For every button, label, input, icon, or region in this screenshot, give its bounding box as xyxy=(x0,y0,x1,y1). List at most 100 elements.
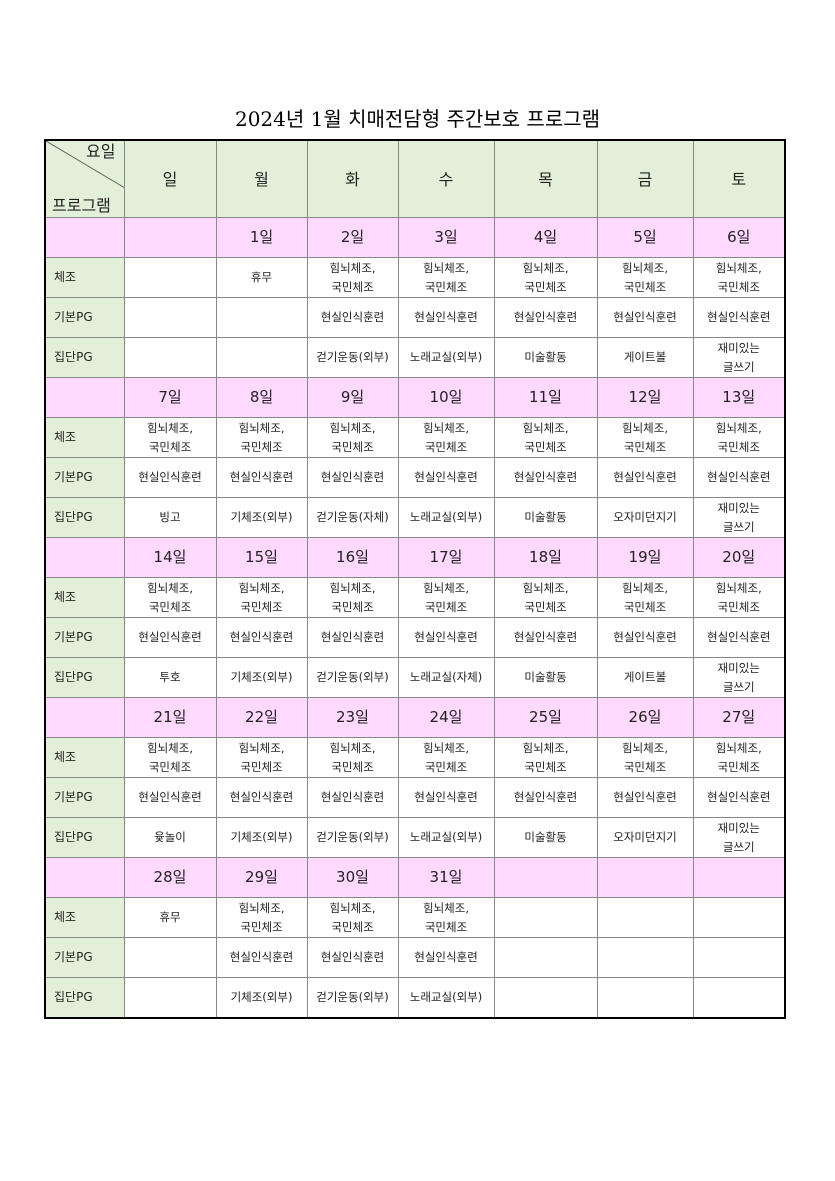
program-cell: 힘뇌체조, 국민체조 xyxy=(397,897,495,938)
program-cell: 현실인식훈련 xyxy=(596,617,694,658)
program-row: 기본PG 현실인식훈련 현실인식훈련 현실인식훈련 현실인식훈련 현실인식훈련 xyxy=(44,297,786,338)
date-cell xyxy=(123,217,217,258)
page-title: 2024년 1월 치매전담형 주간보호 프로그램 xyxy=(234,107,601,131)
program-cell: 현실인식훈련 xyxy=(493,777,598,818)
program-cell xyxy=(123,937,217,978)
program-cell: 현실인식훈련 xyxy=(493,457,598,498)
program-label: 기본PG xyxy=(44,297,125,338)
program-cell: 기체조(외부) xyxy=(215,977,308,1019)
corner-cell: 요일 프로그램 xyxy=(44,139,125,218)
date-cell xyxy=(692,857,786,898)
program-cell: 힘뇌체조, 국민체조 xyxy=(596,577,694,618)
program-cell: 노래교실(외부) xyxy=(397,817,495,858)
program-row: 집단PG 빙고 기체조(외부) 걷기운동(자체) 노래교실(외부) 미술활동 오자미던지기 재… xyxy=(44,497,786,538)
date-cell xyxy=(596,857,694,898)
program-cell: 힘뇌체조, 국민체조 xyxy=(123,737,217,778)
program-row: 기본PG 현실인식훈련 현실인식훈련 현실인식훈련 xyxy=(44,937,786,978)
date-cell: 19일 xyxy=(596,537,694,578)
date-cell: 11일 xyxy=(493,377,598,418)
date-cell xyxy=(493,857,598,898)
program-cell: 현실인식훈련 xyxy=(397,617,495,658)
program-cell: 미술활동 xyxy=(493,657,598,698)
program-cell: 힘뇌체조, 국민체조 xyxy=(306,577,399,618)
program-cell: 걷기운동(자체) xyxy=(306,497,399,538)
program-cell xyxy=(596,937,694,978)
program-cell: 현실인식훈련 xyxy=(123,617,217,658)
date-cell: 9일 xyxy=(306,377,399,418)
corner-day-label: 요일 xyxy=(86,142,116,161)
corner-program-label: 프로그램 xyxy=(52,196,111,215)
program-cell: 힘뇌체조, 국민체조 xyxy=(306,897,399,938)
date-cell: 27일 xyxy=(692,697,786,738)
date-row-label xyxy=(44,537,125,578)
program-label: 집단PG xyxy=(44,817,125,858)
date-cell: 26일 xyxy=(596,697,694,738)
program-cell: 노래교실(자체) xyxy=(397,657,495,698)
program-label: 기본PG xyxy=(44,457,125,498)
program-label: 체조 xyxy=(44,257,125,298)
program-cell: 현실인식훈련 xyxy=(215,617,308,658)
date-cell: 3일 xyxy=(397,217,495,258)
program-cell: 게이트볼 xyxy=(596,337,694,378)
date-cell: 18일 xyxy=(493,537,598,578)
program-cell: 현실인식훈련 xyxy=(306,777,399,818)
date-cell: 24일 xyxy=(397,697,495,738)
program-cell: 기체조(외부) xyxy=(215,657,308,698)
date-cell: 8일 xyxy=(215,377,308,418)
date-cell: 21일 xyxy=(123,697,217,738)
program-cell xyxy=(692,977,786,1019)
program-cell: 힘뇌체조, 국민체조 xyxy=(306,737,399,778)
date-row-label xyxy=(44,697,125,738)
program-cell: 힘뇌체조, 국민체조 xyxy=(215,737,308,778)
date-cell: 17일 xyxy=(397,537,495,578)
program-cell: 기체조(외부) xyxy=(215,817,308,858)
date-cell: 28일 xyxy=(123,857,217,898)
program-label: 체조 xyxy=(44,577,125,618)
program-cell: 윷놀이 xyxy=(123,817,217,858)
program-cell: 현실인식훈련 xyxy=(397,297,495,338)
date-cell: 23일 xyxy=(306,697,399,738)
program-cell: 빙고 xyxy=(123,497,217,538)
program-row: 체조 힘뇌체조, 국민체조 힘뇌체조, 국민체조 힘뇌체조, 국민체조 힘뇌체조, 국민… xyxy=(44,737,786,778)
program-cell: 현실인식훈련 xyxy=(397,457,495,498)
program-cell: 투호 xyxy=(123,657,217,698)
program-cell: 노래교실(외부) xyxy=(397,497,495,538)
program-row: 집단PG 기체조(외부) 걷기운동(외부) 노래교실(외부) xyxy=(44,977,786,1019)
date-row: 28일 29일 30일 31일 xyxy=(44,857,786,898)
program-row: 기본PG 현실인식훈련 현실인식훈련 현실인식훈련 현실인식훈련 현실인식훈련 현실인식훈련… xyxy=(44,777,786,818)
date-row: 21일 22일 23일 24일 25일 26일 27일 xyxy=(44,697,786,738)
date-cell: 22일 xyxy=(215,697,308,738)
day-header: 일 xyxy=(123,139,217,218)
date-cell: 30일 xyxy=(306,857,399,898)
program-cell: 힘뇌체조, 국민체조 xyxy=(596,737,694,778)
program-cell: 노래교실(외부) xyxy=(397,977,495,1019)
program-cell: 현실인식훈련 xyxy=(215,937,308,978)
program-cell xyxy=(123,977,217,1019)
program-label: 기본PG xyxy=(44,777,125,818)
program-cell: 미술활동 xyxy=(493,817,598,858)
program-cell: 힘뇌체조, 국민체조 xyxy=(692,577,786,618)
program-cell: 현실인식훈련 xyxy=(692,617,786,658)
diagonal-divider xyxy=(46,141,123,188)
date-cell: 7일 xyxy=(123,377,217,418)
program-cell: 현실인식훈련 xyxy=(215,777,308,818)
program-cell: 힘뇌체조, 국민체조 xyxy=(215,577,308,618)
date-cell: 29일 xyxy=(215,857,308,898)
program-cell: 힘뇌체조, 국민체조 xyxy=(397,737,495,778)
program-row: 체조 힘뇌체조, 국민체조 힘뇌체조, 국민체조 힘뇌체조, 국민체조 힘뇌체조, 국민… xyxy=(44,577,786,618)
program-cell: 게이트볼 xyxy=(596,657,694,698)
program-cell: 힘뇌체조, 국민체조 xyxy=(215,417,308,458)
program-cell: 미술활동 xyxy=(493,497,598,538)
program-cell: 미술활동 xyxy=(493,337,598,378)
program-cell xyxy=(493,977,598,1019)
day-header: 화 xyxy=(306,139,399,218)
program-cell: 현실인식훈련 xyxy=(397,777,495,818)
program-cell: 현실인식훈련 xyxy=(215,457,308,498)
day-header: 수 xyxy=(397,139,495,218)
program-cell: 재미있는 글쓰기 xyxy=(692,337,786,378)
program-cell xyxy=(123,337,217,378)
program-cell: 힘뇌체조, 국민체조 xyxy=(397,417,495,458)
program-cell xyxy=(493,897,598,938)
date-cell: 25일 xyxy=(493,697,598,738)
program-cell xyxy=(123,257,217,298)
